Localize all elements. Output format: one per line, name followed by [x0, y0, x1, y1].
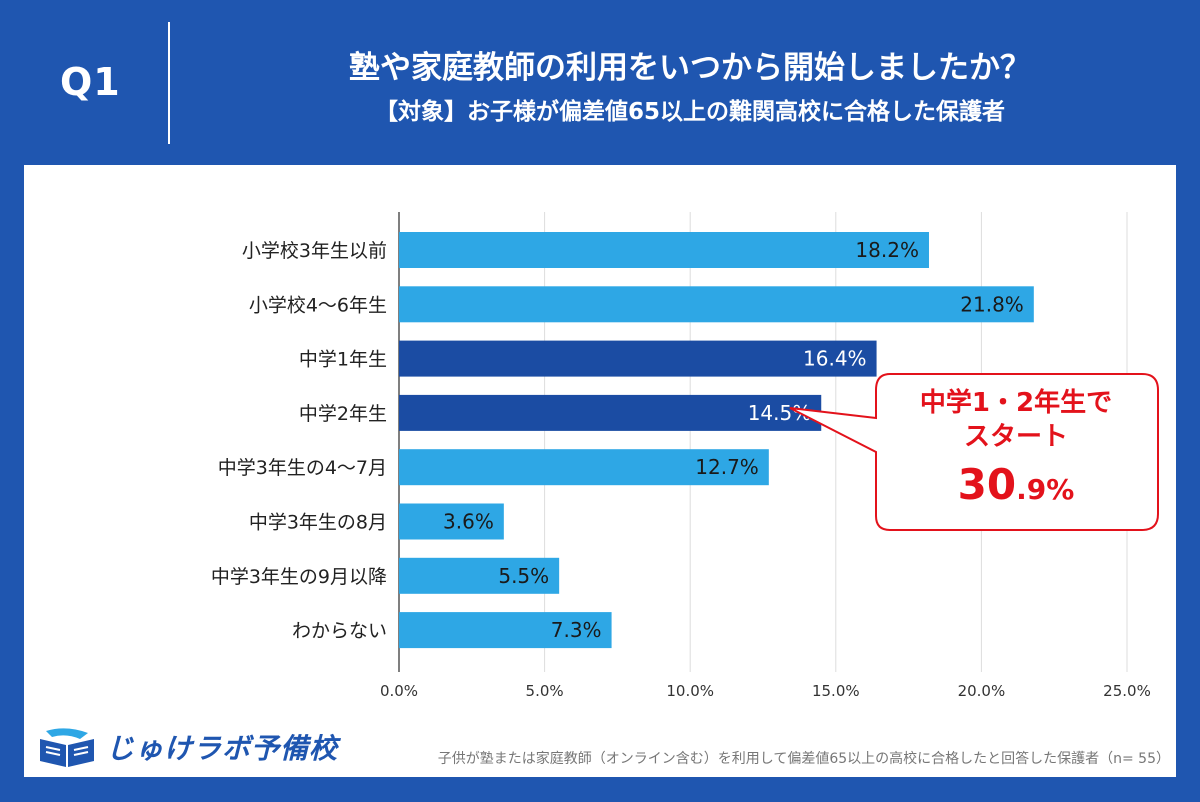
bar — [399, 557, 560, 594]
callout-line2: スタート — [963, 422, 1068, 452]
bars: 18.2%21.8%16.4%14.5%12.7%3.6%5.5%7.3% — [399, 232, 1034, 649]
callout-value-decimal: .9% — [1016, 473, 1075, 506]
category-label: 中学3年生の8月 — [249, 512, 387, 534]
callout-text: 中学1・2年生で スタート 30.9% — [876, 386, 1156, 509]
category-label: 中学2年生 — [299, 403, 387, 425]
bar-value-label: 3.6% — [443, 510, 494, 534]
bar — [399, 449, 769, 486]
bar — [399, 394, 822, 431]
x-tick-label: 25.0% — [1103, 682, 1151, 700]
x-tick-label: 15.0% — [812, 682, 860, 700]
category-label: わからない — [292, 620, 387, 642]
question-title: 塾や家庭教師の利用をいつから開始しましたか？ — [349, 50, 1031, 86]
category-label: 中学3年生の4～7月 — [218, 457, 387, 479]
book-logo-icon — [40, 728, 94, 767]
bar-value-label: 7.3% — [551, 618, 602, 642]
brand-logo: じゅけラボ予備校 — [36, 722, 338, 772]
callout-shape — [789, 373, 1159, 531]
bar — [399, 340, 877, 377]
footnote: 子供が塾または家庭教師（オンライン含む）を利用して偏差値65以上の高校に合格した… — [437, 751, 1170, 767]
question-number: Q1 — [60, 60, 121, 104]
bar-value-label: 18.2% — [855, 238, 919, 262]
bar-value-label: 12.7% — [695, 455, 759, 479]
bar-value-label: 21.8% — [960, 292, 1024, 316]
category-label: 小学校3年生以前 — [242, 240, 387, 262]
x-tick-label: 0.0% — [380, 682, 418, 700]
x-tick-label: 10.0% — [666, 682, 714, 700]
header-divider — [168, 22, 170, 144]
callout-value-main: 30 — [957, 460, 1017, 509]
category-label: 中学1年生 — [299, 349, 387, 371]
category-label: 中学3年生の9月以降 — [211, 566, 387, 588]
question-subtitle: 【対象】お子様が偏差値65以上の難関高校に合格した保護者 — [374, 99, 1005, 125]
category-labels: 小学校3年生以前小学校4～6年生中学1年生中学2年生中学3年生の4～7月中学3年… — [211, 240, 387, 642]
x-tick-label: 20.0% — [958, 682, 1006, 700]
header: Q1 塾や家庭教師の利用をいつから開始しましたか？ 【対象】お子様が偏差値65以… — [0, 0, 1200, 165]
callout-value: 30.9% — [876, 460, 1156, 509]
bar — [399, 232, 929, 268]
x-axis-ticks: 0.0% 5.0% 10.0% 15.0% 20.0% 25.0% — [380, 682, 1151, 700]
bar — [399, 286, 1034, 323]
x-tick-label: 5.0% — [526, 682, 564, 700]
bar — [399, 612, 612, 649]
bar — [399, 503, 504, 540]
bar-value-label: 16.4% — [803, 347, 867, 371]
brand-name: じゅけラボ予備校 — [106, 732, 339, 765]
callout-line1: 中学1・2年生で — [919, 388, 1113, 418]
category-label: 小学校4～6年生 — [249, 294, 387, 316]
bar-value-label: 5.5% — [498, 564, 549, 588]
callout-bubble — [789, 373, 1159, 531]
